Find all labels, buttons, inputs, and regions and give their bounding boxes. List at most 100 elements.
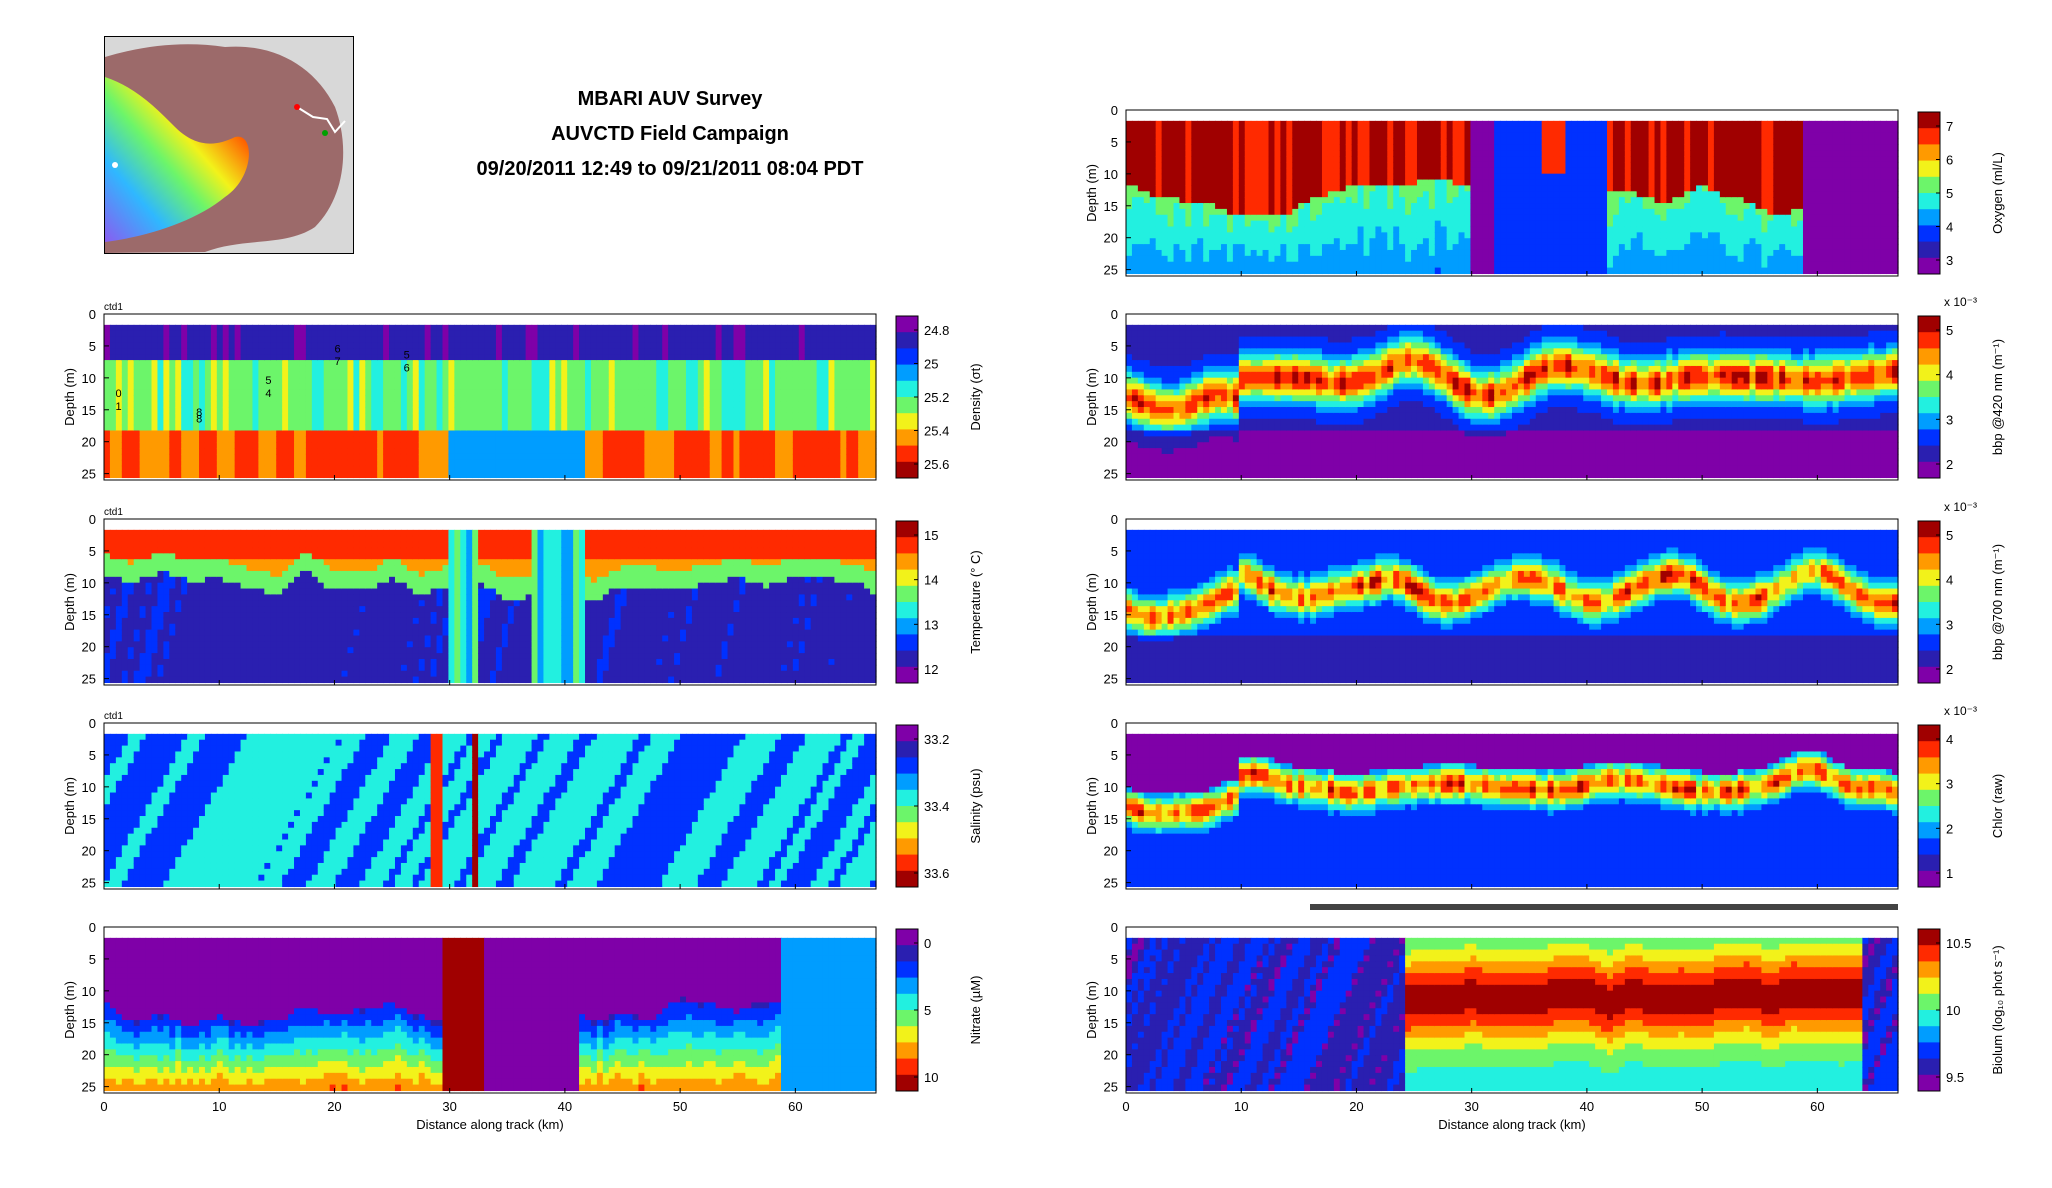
heatmap-cell [656,337,663,343]
heatmap-cell [241,372,248,378]
heatmap-cell [858,372,865,378]
heatmap-cell [104,448,111,454]
heatmap-cell [247,331,254,337]
heatmap-cell [710,401,717,407]
heatmap-cell [377,530,384,536]
heatmap-cell [223,671,230,677]
heatmap-cell [828,325,835,331]
heatmap-cell [175,665,182,671]
heatmap-cell [757,360,764,366]
heatmap-cell [359,448,366,454]
heatmap-cell [175,677,182,683]
heatmap-cell [383,407,390,413]
heatmap-cell [336,630,343,636]
heatmap-cell [152,583,159,589]
heatmap-cell [799,389,806,395]
heatmap-cell [466,325,473,331]
heatmap-cell [205,624,212,630]
heatmap-cell [235,366,242,372]
heatmap-cell [858,325,865,331]
heatmap-cell [579,442,586,448]
heatmap-cell [442,372,449,378]
heatmap-cell [407,436,414,442]
heatmap-cell [840,360,847,366]
heatmap-cell [347,466,354,472]
heatmap-cell [431,348,438,354]
heatmap-cell [223,624,230,630]
heatmap-cell [235,630,242,636]
heatmap-cell [163,553,170,559]
heatmap-cell [229,407,236,413]
heatmap-cell [175,460,182,466]
heatmap-cell [300,472,307,478]
heatmap-cell [187,395,194,401]
heatmap-cell [235,430,242,436]
heatmap-cell [235,425,242,431]
heatmap-cell [157,354,164,360]
heatmap-cell [769,466,776,472]
heatmap-cell [555,354,562,360]
heatmap-cell [157,378,164,384]
heatmap-cell [763,430,770,436]
heatmap-cell [799,407,806,413]
heatmap-cell [353,430,360,436]
heatmap-cell [300,366,307,372]
heatmap-cell [817,389,824,395]
heatmap-cell [395,466,402,472]
heatmap-cell [342,395,349,401]
heatmap-cell [152,442,159,448]
heatmap-cell [217,671,224,677]
heatmap-cell [270,641,277,647]
heatmap-cell [152,559,159,565]
heatmap-cell [680,430,687,436]
heatmap-cell [300,630,307,636]
heatmap-cell [371,448,378,454]
heatmap-cell [146,425,153,431]
heatmap-cell [252,366,259,372]
heatmap-cell [638,325,645,331]
heatmap-cell [211,442,218,448]
heatmap-cell [627,472,634,478]
heatmap-cell [116,630,123,636]
heatmap-cell [460,366,467,372]
heatmap-cell [413,354,420,360]
heatmap-cell [484,460,491,466]
heatmap-cell [728,401,735,407]
heatmap-cell [775,460,782,466]
heatmap-cell [282,325,289,331]
heatmap-cell [152,547,159,553]
heatmap-cell [122,659,129,665]
heatmap-cell [336,436,343,442]
heatmap-cell [152,395,159,401]
heatmap-cell [407,419,414,425]
heatmap-cell [698,407,705,413]
heatmap-cell [567,342,574,348]
heatmap-cell [591,407,598,413]
heatmap-cell [181,647,188,653]
heatmap-cell [110,331,117,337]
heatmap-cell [181,612,188,618]
heatmap-cell [437,348,444,354]
heatmap-cell [330,547,337,553]
heatmap-cell [223,553,230,559]
heatmap-cell [199,565,206,571]
heatmap-cell [163,360,170,366]
heatmap-cell [169,641,176,647]
heatmap-cell [247,583,254,589]
heatmap-cell [336,612,343,618]
heatmap-cell [306,354,313,360]
heatmap-cell [353,671,360,677]
heatmap-cell [264,454,271,460]
heatmap-cell [276,448,283,454]
heatmap-cell [347,547,354,553]
heatmap-cell [543,413,550,419]
heatmap-cell [757,395,764,401]
heatmap-cell [140,384,147,390]
heatmap-cell [187,635,194,641]
heatmap-cell [270,430,277,436]
heatmap-cell [306,530,313,536]
heatmap-cell [621,378,628,384]
heatmap-cell [157,372,164,378]
heatmap-cell [775,442,782,448]
heatmap-cell [745,425,752,431]
